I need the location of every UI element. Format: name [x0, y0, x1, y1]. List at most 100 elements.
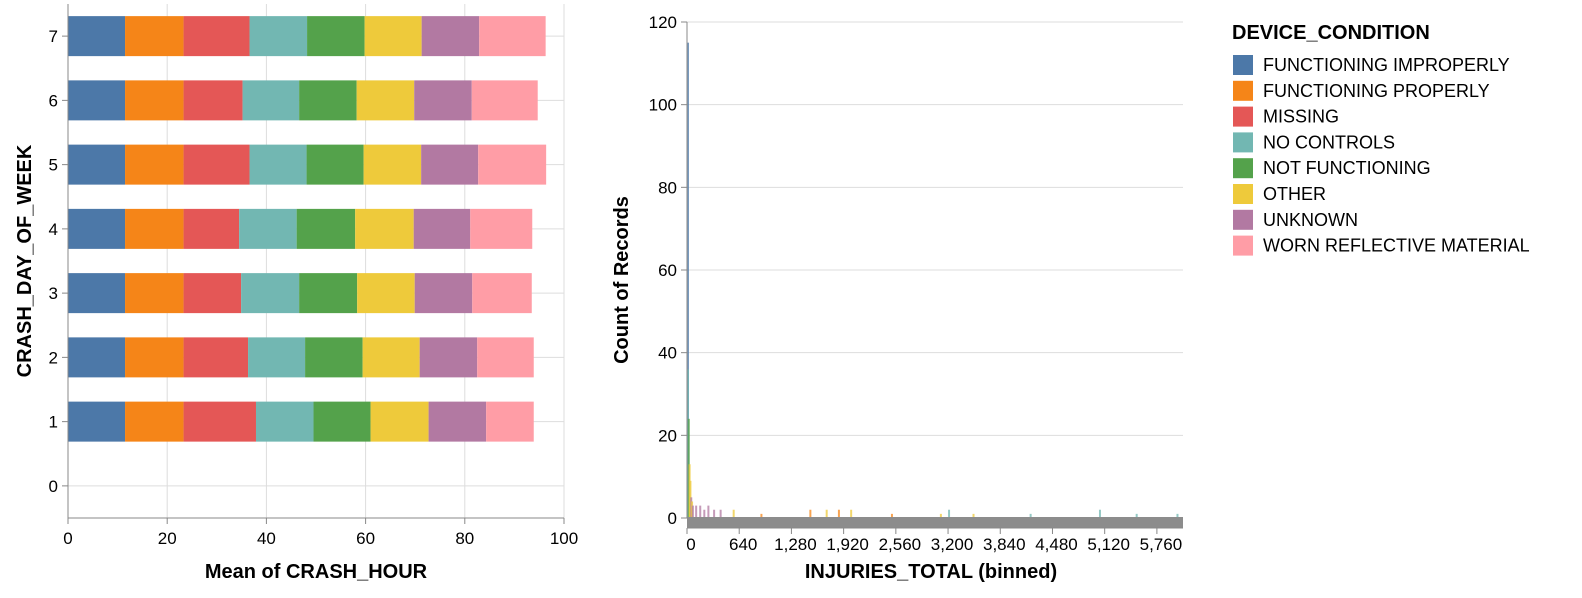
histogram-bar	[837, 509, 840, 518]
bar-segment	[183, 144, 250, 185]
x-tick-label: 1,920	[826, 535, 869, 554]
y-tick-label: 6	[49, 91, 58, 110]
x-tick-label: 60	[356, 529, 375, 548]
bar-segment	[472, 273, 532, 314]
bar-segment	[364, 16, 422, 57]
bar-segment	[478, 144, 547, 185]
x-tick-label: 100	[550, 529, 578, 548]
y-tick-label: 120	[649, 13, 677, 32]
bar-segment	[68, 273, 126, 314]
bar-segment	[306, 144, 364, 185]
bar-segment	[477, 337, 534, 378]
x-tick-label: 5,120	[1087, 535, 1130, 554]
bar-segment	[241, 273, 300, 314]
x-tick-label: 0	[686, 535, 695, 554]
histogram-bar	[972, 513, 975, 518]
bar-segment	[413, 208, 471, 249]
legend-swatch	[1233, 55, 1253, 75]
bar-segment	[68, 16, 126, 57]
bar-segment	[183, 401, 256, 442]
bar-chart-crash-hour: 0 20 40 60 80 100 0 1 2 3 4 5 6 7 Mean of CRASH_HOUR CR…	[14, 4, 578, 583]
bar-segment	[255, 401, 314, 442]
legend-label: WORN REFLECTIVE MATERIAL	[1263, 236, 1530, 256]
histogram-bar	[850, 509, 853, 518]
bar-segment	[248, 337, 306, 378]
bar-segment	[428, 401, 487, 442]
y-tick-label: 60	[658, 261, 677, 280]
histogram-bar	[890, 513, 893, 518]
legend-label: OTHER	[1263, 184, 1326, 204]
bar-segment	[183, 80, 243, 121]
bar-segment	[421, 144, 479, 185]
histogram-bar	[760, 513, 763, 518]
x-tick-label: 20	[158, 529, 177, 548]
legend-swatch	[1233, 80, 1253, 101]
bar-segment	[125, 80, 184, 121]
legend-swatch	[1233, 184, 1253, 204]
legend-swatch	[1233, 209, 1253, 230]
bar-segment	[249, 144, 307, 185]
bar-segment	[299, 273, 358, 314]
x-tick-label: 3,840	[983, 535, 1026, 554]
x-tick-label: 4,480	[1035, 535, 1078, 554]
bar-segment	[249, 16, 308, 57]
histogram-bar	[687, 42, 689, 519]
bar-segment	[305, 337, 363, 378]
bar-segment	[242, 80, 300, 121]
histogram-bar	[691, 505, 694, 518]
histogram-injuries-total: 0 20 40 60 80 100 120 0 640 1,280 1,920 2,560 3,200 3…	[611, 13, 1183, 583]
bar-segment	[307, 16, 365, 57]
bar-segment	[68, 337, 126, 378]
histogram-bar	[1135, 513, 1138, 518]
bar-segment	[296, 208, 356, 249]
bar-segment	[414, 273, 473, 314]
histogram-bar	[713, 509, 716, 518]
y-tick-label: 4	[49, 220, 58, 239]
histogram-bar	[732, 509, 735, 518]
histogram-bar	[1029, 513, 1032, 518]
bar-segment	[355, 208, 414, 249]
y-tick-label: 2	[49, 348, 58, 367]
legend-label: FUNCTIONING IMPROPERLY	[1263, 55, 1510, 75]
y-tick-label: 0	[668, 509, 677, 528]
bar-segment	[68, 208, 126, 249]
histogram-base-band	[687, 517, 1183, 528]
x-tick-label: 40	[257, 529, 276, 548]
bar-segment	[363, 144, 422, 185]
histogram-bar	[695, 505, 698, 518]
bar-segment	[370, 401, 429, 442]
bar-segment	[486, 401, 534, 442]
y-tick-label: 1	[49, 413, 58, 432]
bar-segment	[299, 80, 357, 121]
bar-segment	[125, 401, 184, 442]
histogram-bar	[939, 513, 942, 518]
legend-title: DEVICE_CONDITION	[1232, 22, 1430, 44]
histogram-bar	[825, 509, 828, 518]
bar-segment	[125, 337, 184, 378]
bar-segment	[356, 80, 415, 121]
legend-swatch	[1233, 132, 1253, 153]
legend-swatch	[1233, 158, 1253, 179]
histogram-bar	[703, 509, 706, 518]
histogram-bar	[948, 509, 951, 518]
bar-segment	[419, 337, 478, 378]
x-axis-title: Mean of CRASH_HOUR	[205, 561, 428, 583]
legend-swatch	[1233, 235, 1253, 256]
histogram-bar	[1098, 509, 1101, 518]
x-axis-title: INJURIES_TOTAL (binned)	[805, 561, 1057, 583]
y-tick-label: 0	[49, 477, 58, 496]
bar-segment	[470, 208, 533, 249]
bar-segment	[183, 16, 250, 57]
histogram-bar	[719, 509, 722, 518]
histogram-bar	[809, 509, 812, 518]
bar-segment	[421, 16, 480, 57]
bar-segment	[479, 16, 546, 57]
y-tick-label: 80	[658, 178, 677, 197]
bar-segment	[183, 208, 240, 249]
histogram-bar	[1176, 513, 1179, 518]
bar-segment	[183, 273, 242, 314]
y-tick-label: 100	[649, 96, 677, 115]
legend-swatch	[1233, 106, 1253, 127]
y-tick-label: 40	[658, 344, 677, 363]
